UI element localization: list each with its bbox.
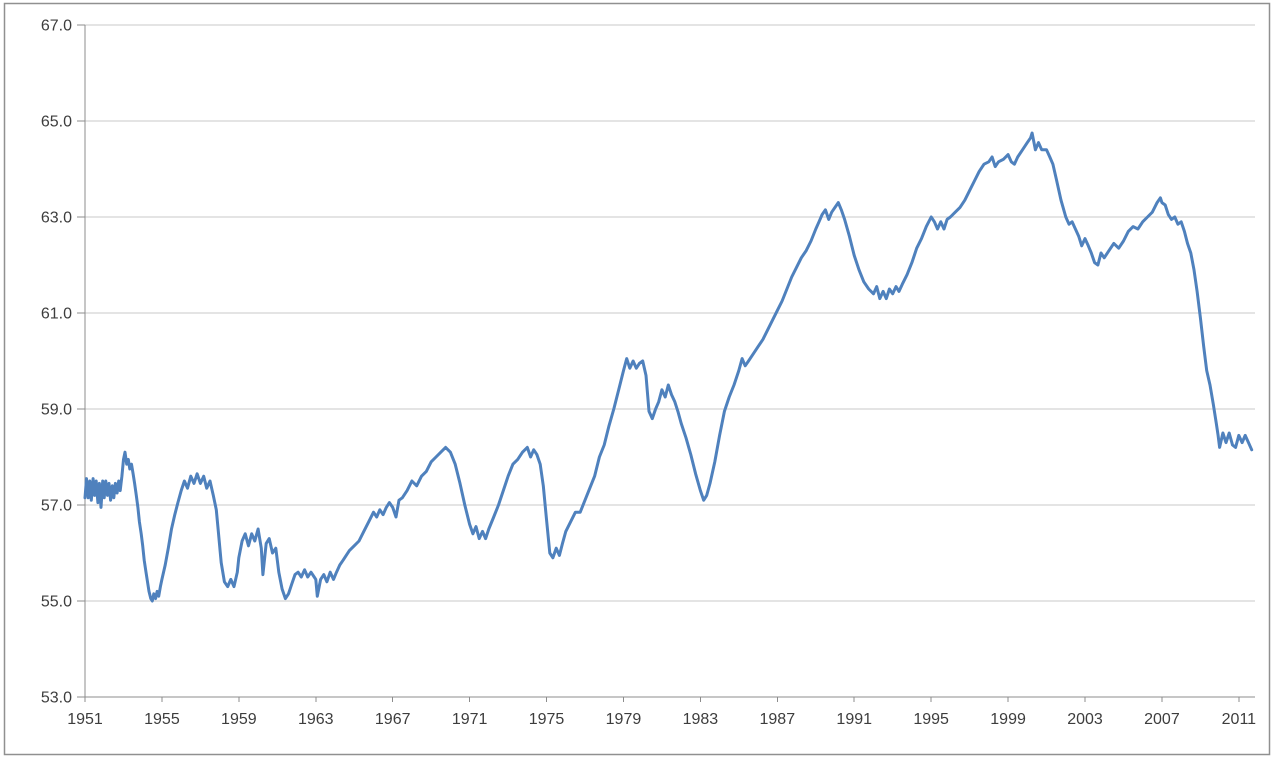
x-axis-label: 1971 xyxy=(452,711,488,728)
y-axis-label: 67.0 xyxy=(41,18,72,35)
x-axis-label: 2011 xyxy=(1222,711,1257,728)
y-axis-label: 61.0 xyxy=(41,306,72,323)
y-axis-label: 63.0 xyxy=(41,210,72,227)
x-axis-label: 2003 xyxy=(1067,711,1103,728)
x-axis-label: 1955 xyxy=(144,711,180,728)
x-axis-label: 1951 xyxy=(67,711,103,728)
x-axis-label: 1987 xyxy=(760,711,796,728)
x-axis-label: 1991 xyxy=(836,711,872,728)
y-axis-label: 57.0 xyxy=(41,498,72,515)
x-axis-label: 1999 xyxy=(990,711,1026,728)
x-axis-label: 1975 xyxy=(529,711,565,728)
y-axis-label: 55.0 xyxy=(41,594,72,611)
x-axis-label: 1959 xyxy=(221,711,257,728)
image-border xyxy=(3,2,1271,756)
series-line xyxy=(83,131,1254,603)
y-axis-label: 53.0 xyxy=(41,690,72,707)
x-axis-label: 1963 xyxy=(298,711,334,728)
y-axis-label: 59.0 xyxy=(41,402,72,419)
x-axis-label: 1983 xyxy=(683,711,719,728)
y-axis-label: 65.0 xyxy=(41,114,72,131)
x-axis-label: 1979 xyxy=(606,711,642,728)
x-axis-label: 2007 xyxy=(1144,711,1180,728)
x-axis-label: 1967 xyxy=(375,711,411,728)
x-axis-label: 1995 xyxy=(913,711,949,728)
